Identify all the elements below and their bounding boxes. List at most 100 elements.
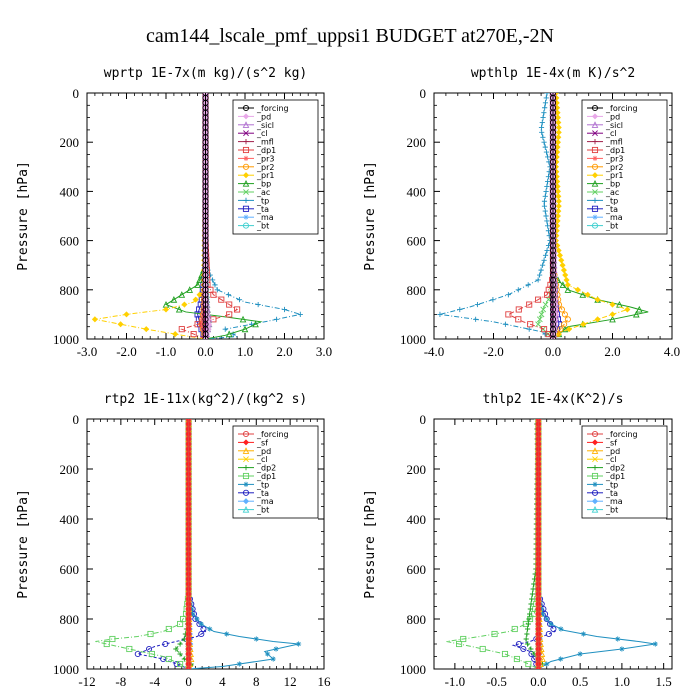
x-tick-label: -2.0 xyxy=(483,344,504,359)
legend-item: _sf xyxy=(587,438,617,447)
legend-item: _forcing xyxy=(238,430,289,439)
legend-item: _cl xyxy=(587,129,617,138)
y-tick-label: 600 xyxy=(60,234,80,249)
legend-item: _bt xyxy=(587,506,618,515)
legend-label: _mfl xyxy=(256,138,274,147)
panels-container: wprtp 1E-7x(m kg)/(s^2 kg) Pressure [hPa]… xyxy=(16,66,680,689)
legend-item: _ta xyxy=(238,205,269,214)
legend-label: _pr3 xyxy=(605,154,623,163)
legend-item: _ma xyxy=(238,497,274,506)
legend-label: _bt xyxy=(256,222,269,231)
legend-item: _mfl xyxy=(587,138,623,147)
legend-item: _dp2 xyxy=(587,464,625,473)
legend-label: _pr2 xyxy=(605,163,623,172)
series-line-tp xyxy=(439,93,554,339)
legend-label: _bp xyxy=(256,180,271,189)
y-tick-label: 200 xyxy=(407,135,427,150)
panel-4: thlp2 1E-4x(K^2)/s Pressure [hPa] -1.0 -0.5… xyxy=(363,392,673,689)
x-tick-label: 2.0 xyxy=(276,344,292,359)
x-tick-label: 4.0 xyxy=(664,344,680,359)
legend-label: _pd xyxy=(256,112,271,121)
panel-title: wprtp 1E-7x(m kg)/(s^2 kg) xyxy=(104,66,308,81)
x-tick-label: 2.0 xyxy=(604,344,620,359)
series-markers-forcing xyxy=(202,93,209,339)
legend-label: _tp xyxy=(256,480,269,489)
legend-item: _dp2 xyxy=(238,464,276,473)
legend-item: _sicl xyxy=(238,121,274,130)
legend-label: _pr1 xyxy=(256,171,274,180)
legend-label: _ma xyxy=(605,497,623,506)
series-group xyxy=(446,419,658,669)
legend-label: _dp2 xyxy=(256,464,276,473)
y-tick-label: 600 xyxy=(407,234,427,249)
legend-label: _cl xyxy=(605,455,617,464)
x-tick-label: 8 xyxy=(253,674,260,689)
legend: _forcing_sf_pd_cl_dp2_dp1_tp_ta_ma_bt xyxy=(232,425,319,519)
legend-label: _ac xyxy=(256,188,270,197)
legend-item: _bp xyxy=(238,180,271,189)
legend-label: _tp xyxy=(256,196,269,205)
legend-label: _forcing xyxy=(256,104,289,113)
y-tick-label: 400 xyxy=(60,512,80,527)
y-tick-label: 0 xyxy=(420,86,427,101)
x-tick-label: -1.0 xyxy=(156,344,177,359)
y-tick-label: 400 xyxy=(407,184,427,199)
legend-label: _ta xyxy=(605,205,618,214)
legend-label: _pd xyxy=(605,112,620,121)
legend-item: _pr1 xyxy=(587,171,623,180)
y-axis-label: Pressure [hPa] xyxy=(363,161,378,271)
series-line-pr1 xyxy=(94,93,206,339)
y-tick-label: 0 xyxy=(420,412,427,427)
legend-label: _forcing xyxy=(605,104,638,113)
legend-item: _bt xyxy=(587,222,618,231)
x-tick-label: 1.0 xyxy=(237,344,253,359)
legend-label: _cl xyxy=(256,129,268,138)
y-tick-label: 800 xyxy=(407,612,427,627)
legend-label: _cl xyxy=(256,455,268,464)
legend-label: _dp1 xyxy=(256,146,276,155)
x-tick-label: -4.0 xyxy=(424,344,445,359)
y-tick-label: 800 xyxy=(60,283,80,298)
y-tick-label: 800 xyxy=(60,612,80,627)
legend-item: _mfl xyxy=(238,138,274,147)
legend-label: _ac xyxy=(605,188,619,197)
x-tick-label: -8 xyxy=(115,674,126,689)
x-tick-label: -2.0 xyxy=(116,344,137,359)
legend-item: _cl xyxy=(238,455,268,464)
legend-label: _ta xyxy=(256,205,269,214)
legend-label: _dp1 xyxy=(605,472,625,481)
series-group xyxy=(91,93,303,339)
figure-title: cam144_lscale_pmf_uppsi1 BUDGET at270E,-… xyxy=(146,25,554,47)
legend: _forcing_pd_sicl_cl_mfl_dp1_pr3_pr2_pr1_… xyxy=(232,99,319,235)
legend-item: _pr2 xyxy=(587,163,623,172)
legend-item: _pd xyxy=(238,447,271,456)
legend-label: _pr1 xyxy=(605,171,623,180)
legend-label: _ma xyxy=(605,213,623,222)
panel-title: rtp2 1E-11x(kg^2)/(kg^2 s) xyxy=(104,392,308,407)
legend-label: _ta xyxy=(605,489,618,498)
legend-item: _tp xyxy=(587,480,618,489)
y-tick-label: 800 xyxy=(407,283,427,298)
legend-label: _cl xyxy=(605,129,617,138)
legend-item: _tp xyxy=(238,196,269,205)
x-tick-label: 1.5 xyxy=(656,674,672,689)
x-tick-label: 1.0 xyxy=(614,674,630,689)
x-tick-label: 0 xyxy=(185,674,192,689)
legend-item: _ta xyxy=(587,489,618,498)
legend-label: _forcing xyxy=(605,430,638,439)
legend-item: _tp xyxy=(587,196,618,205)
series-markers-pd xyxy=(202,93,213,339)
x-tick-label: -12 xyxy=(78,674,95,689)
y-tick-label: 1000 xyxy=(53,332,79,347)
legend-label: _tp xyxy=(605,480,618,489)
legend-item: _ma xyxy=(238,213,274,222)
x-tick-label: -4 xyxy=(149,674,160,689)
legend-item: _ta xyxy=(587,205,618,214)
series-group xyxy=(95,419,302,669)
x-tick-label: -1.0 xyxy=(445,674,466,689)
legend-item: _pd xyxy=(587,447,620,456)
y-tick-label: 400 xyxy=(60,184,80,199)
legend-item: _ma xyxy=(587,213,623,222)
legend-label: _dp1 xyxy=(605,146,625,155)
